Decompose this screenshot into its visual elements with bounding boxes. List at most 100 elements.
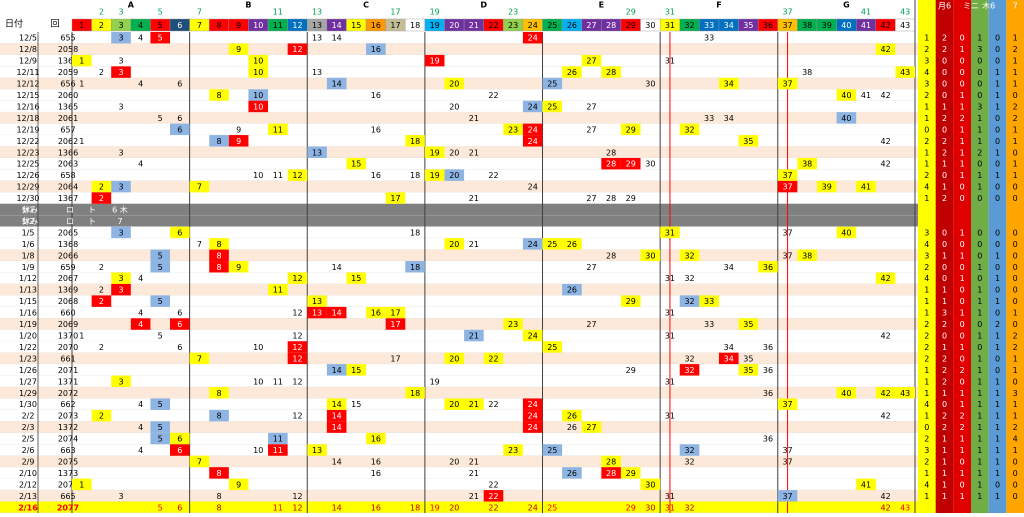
row-bg	[0, 329, 918, 342]
count: 2	[942, 412, 947, 421]
count: 2	[924, 457, 929, 466]
drawn-number: 3	[118, 34, 123, 43]
drawn-number: 30	[645, 251, 655, 260]
row-bg	[0, 89, 918, 101]
drawn-number: 42	[880, 331, 890, 340]
note: ロ	[66, 206, 74, 215]
drawn-number: 5	[158, 297, 163, 306]
date: 1/23	[19, 354, 37, 363]
cell-highlight	[777, 169, 798, 181]
drawn-number: 8	[216, 240, 221, 249]
row-bg	[0, 306, 918, 319]
round: 2066	[58, 251, 78, 260]
count: 1	[1013, 400, 1018, 409]
cell-highlight	[777, 180, 798, 193]
drawn-number: 3	[118, 492, 123, 501]
drawn-number: 33	[704, 114, 714, 123]
drawn-number: 16	[371, 309, 381, 318]
count: 1	[942, 297, 947, 306]
cell-highlight	[738, 364, 759, 376]
cell-highlight	[111, 226, 131, 239]
cell-highlight	[601, 455, 621, 468]
date: 2/12	[19, 480, 37, 489]
count: 1	[960, 91, 965, 100]
drawn-number: 8	[216, 469, 221, 478]
count: 0	[977, 160, 982, 169]
drawn-number: 5	[158, 423, 163, 432]
drawn-number: 12	[292, 492, 302, 501]
cell-highlight	[620, 157, 641, 170]
cell-highlight	[542, 100, 563, 113]
drawn-number: 11	[273, 377, 283, 386]
cell-highlight	[464, 398, 484, 410]
cell-highlight	[875, 43, 896, 55]
note: 6 木	[112, 205, 128, 215]
drawn-number: 22	[488, 480, 498, 489]
cell-highlight	[640, 249, 661, 262]
drawn-number: 4	[138, 423, 143, 432]
count: 1	[924, 412, 929, 421]
round: 663	[60, 446, 75, 455]
count: 1	[995, 343, 1000, 352]
count: 0	[1013, 286, 1018, 295]
cell-highlight	[856, 180, 876, 193]
drawn-number: 3	[118, 102, 123, 111]
cell-highlight	[385, 306, 406, 319]
row-bg	[0, 261, 918, 273]
number-header: 43	[900, 21, 910, 30]
count: 3	[977, 45, 982, 54]
number-header: 1	[79, 21, 84, 30]
drawn-number: 14	[332, 412, 342, 421]
round: 1372	[58, 423, 78, 432]
prime-mark: 5	[158, 8, 163, 17]
drawn-number: 22	[488, 400, 498, 409]
drawn-number: 12	[292, 274, 302, 283]
drawn-number: 9	[236, 125, 241, 134]
cell-highlight	[72, 478, 92, 491]
drawn-number: 6	[177, 80, 182, 89]
drawn-number: 37	[782, 492, 792, 501]
drawn-number: 28	[606, 148, 616, 157]
drawn-number: 4	[138, 320, 143, 329]
count: 1	[977, 457, 982, 466]
count: 2	[960, 412, 965, 421]
drawn-number: 35	[743, 354, 753, 363]
drawn-number: 14	[332, 400, 342, 409]
number-header: 15	[351, 21, 361, 30]
drawn-number: 6	[177, 125, 182, 134]
count: 2	[942, 137, 947, 146]
row-bg	[0, 467, 918, 479]
drawn-number: 18	[410, 263, 420, 272]
drawn-number: 11	[273, 286, 283, 295]
drawn-number: 8	[216, 389, 221, 398]
count: 0	[960, 57, 965, 66]
round: 656	[60, 80, 75, 89]
number-header: 20	[449, 21, 459, 30]
drawn-number: 42	[880, 492, 890, 501]
date: 2/10	[19, 469, 37, 478]
cell-highlight	[91, 295, 112, 307]
count: 0	[995, 125, 1000, 134]
count: 2	[924, 137, 929, 146]
drawn-number: 32	[684, 125, 694, 134]
cell-highlight	[483, 352, 504, 365]
count: 4	[924, 400, 929, 409]
drawn-number: 34	[724, 343, 734, 352]
cell-highlight	[150, 432, 171, 445]
drawn-number: 26	[567, 423, 577, 432]
drawn-number: 32	[684, 503, 694, 512]
drawn-number: 6	[177, 114, 182, 123]
count: 1	[995, 171, 1000, 180]
count: 0	[995, 228, 1000, 237]
row-bg	[0, 135, 918, 147]
drawn-number: 21	[469, 331, 479, 340]
row-bg	[0, 146, 918, 158]
cell-highlight	[326, 77, 347, 90]
cell-highlight	[679, 249, 700, 262]
count: 0	[1013, 469, 1018, 478]
cell-highlight	[287, 272, 308, 284]
count: 1	[960, 446, 965, 455]
count: 1	[960, 251, 965, 260]
date: 1/1	[22, 206, 35, 215]
number-header: 22	[488, 21, 498, 30]
